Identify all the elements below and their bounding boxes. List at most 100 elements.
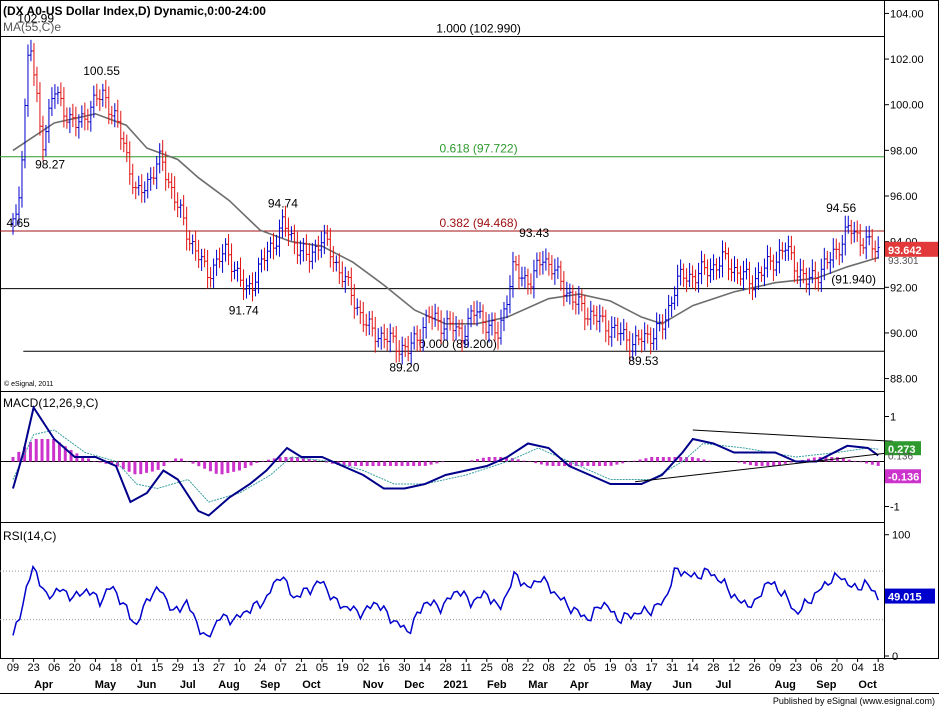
x-tick-day-label: 27 [213, 662, 225, 674]
macd-hist-last-label: -0.136 [888, 471, 919, 483]
x-tick-day-label: 26 [748, 662, 760, 674]
last-price-label: 93.642 [888, 245, 922, 257]
price-y-tick-label: 98.00 [890, 145, 918, 157]
right-axis [884, 0, 939, 659]
x-tick-day-label: 19 [336, 662, 348, 674]
x-tick-day-label: 21 [295, 662, 307, 674]
x-tick-day-label: 24 [254, 662, 266, 674]
price-y-tick-label: 96.00 [890, 191, 918, 203]
macd-signal-last-box [885, 441, 921, 456]
x-month-label: Sep [260, 679, 280, 691]
x-tick-day-label: 29 [172, 662, 184, 674]
x-month-label: May [95, 679, 117, 691]
rsi-y-tick-label: 100 [892, 530, 910, 542]
price-y-tick-label: 92.00 [890, 282, 918, 294]
ma-label: MA(55,C)e [3, 20, 61, 34]
price-annotation: 102.99 [17, 12, 54, 26]
rsi-last-box [885, 588, 935, 604]
x-tick-day-label: 28 [439, 662, 451, 674]
price-annotation: 93.43 [519, 226, 549, 240]
price-y-tick-label: 102.00 [890, 54, 924, 66]
main-title: (DX A0-US Dollar Index,D) Dynamic,0:00-2… [3, 4, 266, 18]
fib-level-label: 0.000 (89.200) [419, 337, 497, 351]
price-y-tick-label: 88.00 [890, 374, 918, 386]
x-tick-day-label: 13 [192, 662, 204, 674]
price-annotation: 98.27 [35, 158, 65, 172]
macd-trendline [635, 452, 893, 483]
rsi-line [12, 564, 879, 638]
price-annotation: 94.56 [826, 201, 856, 215]
x-tick-day-label: 09 [769, 662, 781, 674]
x-tick-day-label: 30 [398, 662, 410, 674]
x-tick-day-label: 14 [419, 662, 431, 674]
x-month-label: Oct [302, 679, 321, 691]
x-month-label: 2021 [443, 679, 467, 691]
price-y-tick-label: 100.00 [890, 100, 924, 112]
x-tick-day-label: 28 [707, 662, 719, 674]
macd-trendline [692, 429, 893, 442]
last-price-box [885, 241, 938, 257]
x-month-label: Oct [858, 679, 877, 691]
x-month-label: Aug [775, 679, 796, 691]
price-y-tick-label: 104.00 [890, 8, 924, 20]
footer-published: Published by eSignal (www.esignal.com) [773, 696, 935, 706]
x-month-label: Aug [218, 679, 239, 691]
price-annotation: 89.53 [628, 354, 658, 368]
x-tick-day-label: 07 [275, 662, 287, 674]
macd-panel [0, 391, 885, 523]
x-month-label: Apr [570, 679, 590, 691]
macd-title: MACD(12,26,9,C) [3, 396, 98, 410]
x-tick-day-label: 25 [481, 662, 493, 674]
x-tick-day-label: 16 [378, 662, 390, 674]
x-tick-day-label: 18 [110, 662, 122, 674]
macd-y-tick-label: -1 [890, 502, 900, 514]
price-annotation: 94.74 [268, 196, 298, 210]
rsi-last-label: 49.015 [888, 592, 922, 604]
rsi-panel [0, 522, 885, 659]
x-tick-day-label: 04 [851, 662, 863, 674]
x-tick-day-label: 20 [831, 662, 843, 674]
x-tick-day-label: 11 [460, 662, 471, 674]
x-tick-day-label: 04 [89, 662, 101, 674]
x-month-label: Jun [672, 679, 692, 691]
x-tick-day-label: 19 [604, 662, 616, 674]
macd-last-label: 0.136 [888, 451, 913, 462]
price-annotation: 100.55 [83, 64, 120, 78]
fib-level-label: 0.382 (94.468) [440, 216, 518, 230]
x-tick-day-label: 02 [357, 662, 369, 674]
x-tick-day-label: 05 [316, 662, 328, 674]
ma-last-label: 93.301 [888, 256, 919, 267]
x-tick-day-label: 03 [625, 662, 637, 674]
macd-signal-last-label: 0.273 [888, 444, 916, 456]
x-tick-day-label: 15 [151, 662, 163, 674]
x-month-label: Feb [487, 679, 507, 691]
x-tick-day-label: 22 [563, 662, 575, 674]
price-annotation: 91.74 [229, 304, 259, 318]
price-annotation: 4.65 [6, 216, 30, 230]
x-tick-day-label: 20 [69, 662, 81, 674]
x-tick-day-label: 17 [645, 662, 657, 674]
rsi-y-tick-label: 0 [892, 651, 898, 663]
x-month-label: Dec [404, 679, 424, 691]
x-tick-day-label: 22 [522, 662, 534, 674]
copyright-text: © eSignal, 2011 [4, 380, 54, 388]
fib-level-label: 1.000 (102.990) [436, 21, 521, 35]
macd-line [12, 404, 879, 517]
x-month-label: Nov [363, 679, 385, 691]
x-tick-day-label: 18 [872, 662, 884, 674]
x-tick-day-label: 12 [728, 662, 740, 674]
x-tick-day-label: 09 [7, 662, 19, 674]
price-y-tick-label: 90.00 [890, 328, 918, 340]
x-month-label: Jun [137, 679, 157, 691]
x-tick-day-label: 23 [790, 662, 802, 674]
x-month-label: Sep [816, 679, 836, 691]
x-month-label: Apr [34, 679, 54, 691]
x-tick-day-label: 31 [666, 662, 678, 674]
fib-level-label: (91.940) [831, 273, 876, 287]
macd-y-tick-label: 1 [890, 412, 896, 424]
x-month-label: Jul [715, 679, 731, 691]
macd-hist-last-box [885, 469, 921, 484]
x-tick-day-label: 10 [233, 662, 245, 674]
